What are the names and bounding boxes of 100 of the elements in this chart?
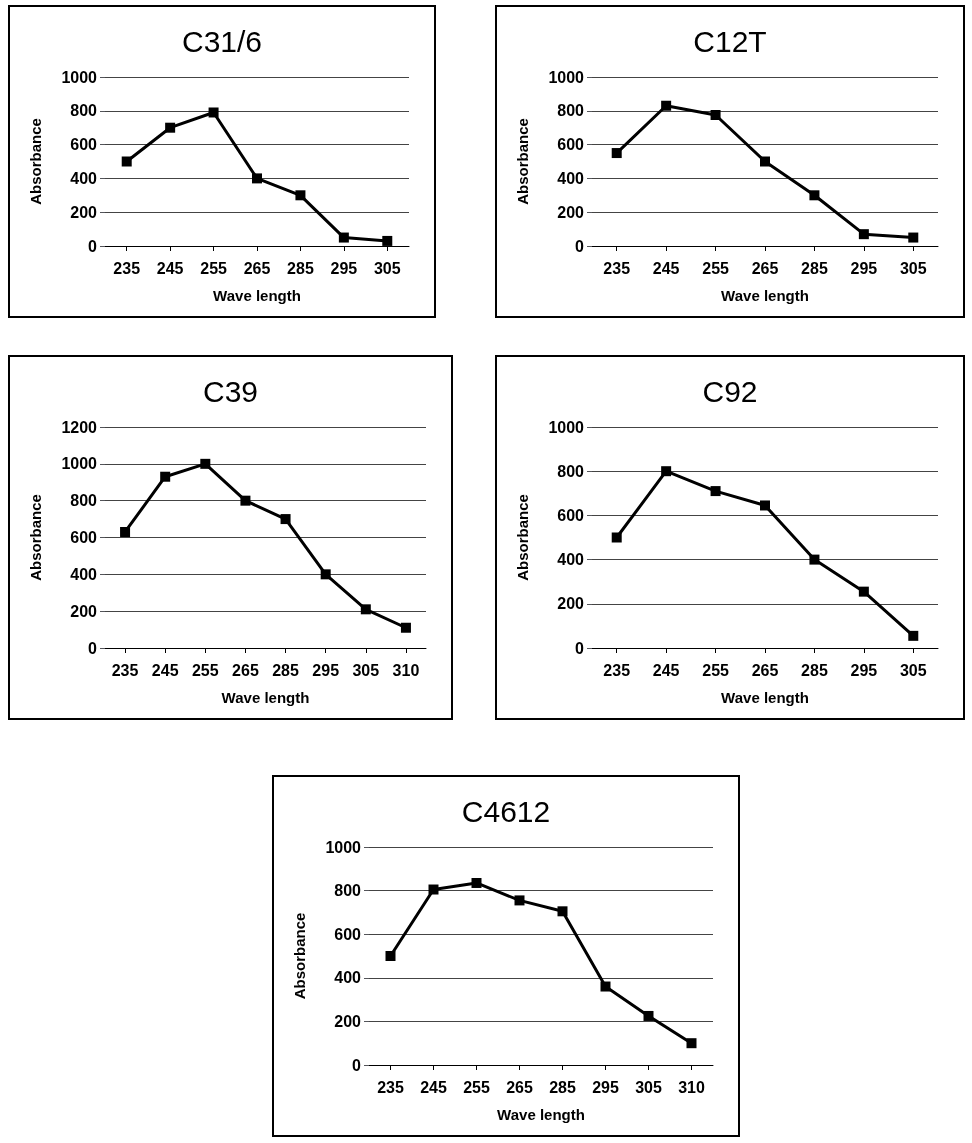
y-tick-label: 1000 xyxy=(548,418,585,436)
y-tick-label: 200 xyxy=(70,602,98,620)
x-tick-label: 285 xyxy=(801,661,828,679)
y-tick-label: 400 xyxy=(70,565,98,583)
y-tick-label: 600 xyxy=(557,136,585,154)
x-tick-label: 265 xyxy=(243,259,271,277)
point xyxy=(557,906,568,917)
y-tick-label: 600 xyxy=(70,529,98,546)
x-tick-label: 310 xyxy=(678,1078,705,1096)
x-tick-label: 255 xyxy=(702,259,730,277)
y-tick-label: 400 xyxy=(70,169,98,187)
y-axis-title: Absorbance xyxy=(27,118,44,205)
y-tick-label: 1000 xyxy=(61,68,98,86)
point xyxy=(686,1038,697,1049)
point xyxy=(600,981,611,992)
chart-title: C39 xyxy=(202,374,259,408)
x-tick-label: 265 xyxy=(751,661,779,679)
y-tick-label: 800 xyxy=(70,102,98,120)
y-tick-label: 200 xyxy=(334,1012,362,1030)
y-tick-label: 600 xyxy=(334,925,362,943)
point xyxy=(252,173,262,184)
x-tick-label: 245 xyxy=(652,661,680,679)
point xyxy=(121,156,132,167)
point xyxy=(710,486,721,497)
x-tick-label: 235 xyxy=(377,1078,404,1096)
y-tick-label: 800 xyxy=(557,102,585,120)
x-axis-title: Wave length xyxy=(213,287,301,304)
y-axis-title: Absorbance xyxy=(291,912,308,1000)
point xyxy=(643,1010,654,1021)
point xyxy=(400,622,411,633)
chart-title: C4612 xyxy=(461,794,551,828)
x-tick-label: 295 xyxy=(330,259,358,277)
point xyxy=(295,190,306,201)
y-tick-label: 800 xyxy=(557,462,585,480)
x-tick-label: 235 xyxy=(113,259,141,277)
x-tick-label: 255 xyxy=(191,661,219,679)
point xyxy=(858,586,869,597)
y-tick-label: 1200 xyxy=(61,418,98,436)
x-tick-label: 255 xyxy=(702,661,730,679)
y-tick-label: 0 xyxy=(575,237,585,255)
point xyxy=(809,190,820,201)
point xyxy=(320,569,331,580)
point xyxy=(661,466,672,477)
x-tick-label: 265 xyxy=(232,661,259,679)
x-tick-label: 305 xyxy=(373,259,401,277)
point xyxy=(428,884,439,895)
chart-title: C12T xyxy=(693,24,767,58)
x-tick-label: 235 xyxy=(603,661,631,679)
x-tick-label: 295 xyxy=(592,1078,619,1096)
y-tick-label: 200 xyxy=(70,203,98,221)
x-tick-label: 255 xyxy=(463,1078,490,1096)
x-tick-label: 255 xyxy=(200,259,228,277)
point xyxy=(809,554,820,565)
y-tick-label: 1000 xyxy=(61,455,98,473)
point xyxy=(760,156,770,167)
point xyxy=(858,229,869,240)
x-tick-label: 295 xyxy=(850,661,878,679)
point xyxy=(760,500,770,511)
y-tick-label: 0 xyxy=(575,639,585,657)
y-tick-label: 0 xyxy=(88,639,98,657)
point xyxy=(514,895,525,906)
x-tick-label: 265 xyxy=(751,259,779,277)
point xyxy=(471,877,482,888)
point xyxy=(160,471,171,482)
point xyxy=(208,107,219,118)
x-tick-label: 305 xyxy=(899,259,927,277)
point xyxy=(385,951,396,961)
x-tick-label: 285 xyxy=(801,259,828,277)
point xyxy=(710,110,721,121)
point xyxy=(240,495,251,506)
point xyxy=(661,100,672,111)
x-tick-label: 295 xyxy=(850,259,878,277)
y-tick-label: 400 xyxy=(557,551,585,569)
chart-title: C92 xyxy=(702,374,758,408)
point xyxy=(908,630,919,641)
y-tick-label: 600 xyxy=(557,506,585,524)
x-tick-label: 305 xyxy=(899,661,927,679)
x-axis-title: Wave length xyxy=(221,689,310,706)
y-tick-label: 800 xyxy=(334,882,362,900)
y-axis-title: Absorbance xyxy=(514,494,531,581)
point xyxy=(338,232,349,243)
x-tick-label: 285 xyxy=(272,661,300,679)
y-axis-title: Absorbance xyxy=(27,494,44,581)
x-tick-label: 305 xyxy=(635,1078,662,1096)
point xyxy=(360,604,371,615)
point xyxy=(611,148,622,159)
y-axis-title: Absorbance xyxy=(514,118,531,205)
x-tick-label: 265 xyxy=(506,1078,533,1096)
y-tick-label: 800 xyxy=(70,492,98,510)
y-tick-label: 600 xyxy=(70,136,98,154)
point xyxy=(611,532,622,543)
x-tick-label: 245 xyxy=(156,259,184,277)
x-tick-label: 305 xyxy=(352,661,380,679)
x-tick-label: 245 xyxy=(652,259,680,277)
point xyxy=(165,122,176,133)
point xyxy=(382,235,393,246)
y-tick-label: 400 xyxy=(334,969,362,987)
y-tick-label: 0 xyxy=(352,1056,362,1074)
x-tick-label: 285 xyxy=(287,259,314,277)
point xyxy=(908,232,919,243)
